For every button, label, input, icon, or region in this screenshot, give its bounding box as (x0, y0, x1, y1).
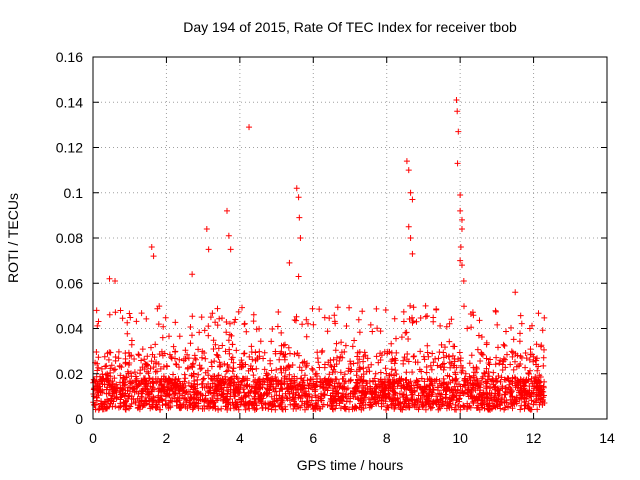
roti-outlier-point (403, 158, 410, 165)
roti-outlier-point (457, 244, 464, 251)
x-tick-label: 14 (599, 430, 615, 446)
roti-outlier-point (512, 289, 519, 296)
roti-outlier-point (189, 271, 196, 278)
x-tick-label: 12 (526, 430, 542, 446)
y-tick-label: 0.16 (56, 49, 83, 65)
roti-outlier-point (457, 207, 464, 214)
roti-outlier-point (405, 223, 412, 230)
roti-outlier-point (106, 275, 113, 282)
y-tick-label: 0 (75, 411, 83, 427)
roti-outlier-point (295, 194, 302, 201)
roti-outlier-point (246, 124, 253, 131)
roti-outlier-point (286, 259, 293, 266)
roti-outlier-point (458, 225, 465, 232)
x-tick-label: 8 (383, 430, 391, 446)
roti-outlier-point (458, 262, 465, 269)
y-tick-label: 0.08 (56, 230, 83, 246)
roti-outlier-point (296, 214, 303, 221)
roti-outlier-point (457, 192, 464, 199)
roti-outlier-point (295, 273, 302, 280)
roti-outlier-point (407, 235, 414, 241)
y-tick-label: 0.14 (56, 94, 83, 110)
roti-outlier-point (297, 235, 304, 241)
x-tick-label: 4 (236, 430, 244, 446)
y-tick-label: 0.1 (64, 185, 84, 201)
roti-outlier-point (203, 225, 210, 232)
roti-outlier-point (112, 277, 119, 284)
y-axis-label: ROTI / TECUs (5, 193, 21, 283)
y-tick-label: 0.04 (56, 321, 83, 337)
roti-outlier-point (460, 277, 467, 284)
roti-outlier-point (407, 189, 414, 196)
roti-outlier-point (225, 232, 232, 239)
roti-outlier-point (293, 185, 300, 192)
x-tick-label: 2 (163, 430, 171, 446)
roti-outlier-point (537, 343, 544, 350)
roti-outlier-point (148, 244, 155, 251)
roti-outlier-point (457, 257, 464, 264)
roti-outlier-point (454, 108, 461, 115)
roti-outlier-point (224, 207, 231, 214)
roti-outlier-point (227, 246, 234, 253)
y-tick-label: 0.02 (56, 366, 83, 382)
y-tick-label: 0.06 (56, 275, 83, 291)
roti-outlier-point (409, 250, 416, 257)
x-tick-label: 0 (89, 430, 97, 446)
x-axis-label: GPS time / hours (297, 457, 404, 473)
data-points (90, 96, 548, 413)
axis-ticks: 0 2 4 6 8 10 12 14 0 0.02 0.04 0.06 0.08 0.1 0.12 0.14 0… (56, 49, 615, 446)
roti-outlier-point (150, 253, 157, 260)
roti-outlier-point (458, 216, 465, 223)
roti-outlier-point (405, 167, 412, 174)
chart-title: Day 194 of 2015, Rate Of TEC Index for r… (183, 19, 517, 35)
roti-point-cloud (90, 302, 548, 413)
roti-outlier-point (205, 246, 212, 253)
roti-outlier-point (454, 160, 461, 167)
roti-outlier-point (93, 307, 100, 314)
roti-outlier-point (526, 325, 533, 332)
roti-outlier-point (453, 96, 460, 103)
x-tick-label: 10 (452, 430, 468, 446)
grid-lines (93, 57, 607, 419)
y-tick-label: 0.12 (56, 140, 83, 156)
roti-outlier-point (409, 196, 416, 203)
roti-outlier-point (455, 128, 462, 135)
x-tick-label: 6 (309, 430, 317, 446)
